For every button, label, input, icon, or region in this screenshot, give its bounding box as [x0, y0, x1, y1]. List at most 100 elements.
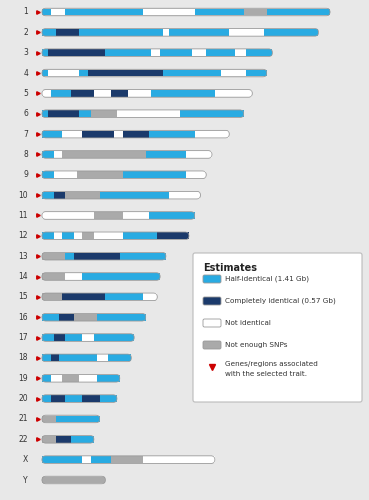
- FancyBboxPatch shape: [203, 275, 221, 283]
- FancyBboxPatch shape: [42, 171, 206, 178]
- Bar: [97, 354, 108, 362]
- Bar: [42, 212, 94, 219]
- Bar: [51, 375, 62, 382]
- FancyBboxPatch shape: [42, 252, 166, 260]
- Bar: [91, 110, 117, 117]
- FancyBboxPatch shape: [203, 341, 221, 349]
- Bar: [71, 90, 94, 97]
- Bar: [54, 334, 65, 341]
- FancyBboxPatch shape: [42, 293, 157, 300]
- Bar: [79, 375, 97, 382]
- FancyBboxPatch shape: [42, 476, 106, 484]
- Bar: [56, 29, 79, 36]
- Bar: [42, 130, 62, 138]
- Bar: [123, 232, 157, 239]
- Bar: [54, 172, 76, 178]
- Bar: [42, 436, 56, 443]
- Bar: [56, 416, 100, 422]
- Text: 16: 16: [18, 312, 28, 322]
- Bar: [74, 314, 97, 320]
- Bar: [82, 395, 100, 402]
- Bar: [42, 49, 48, 56]
- Text: 1: 1: [23, 8, 28, 16]
- FancyBboxPatch shape: [193, 253, 362, 402]
- Bar: [42, 8, 51, 16]
- Bar: [111, 90, 128, 97]
- Bar: [65, 8, 143, 16]
- Bar: [51, 395, 65, 402]
- FancyBboxPatch shape: [42, 70, 267, 77]
- Bar: [88, 70, 163, 76]
- Bar: [100, 192, 169, 198]
- Bar: [108, 354, 131, 362]
- FancyBboxPatch shape: [42, 374, 120, 382]
- FancyBboxPatch shape: [42, 90, 252, 97]
- Bar: [123, 212, 149, 219]
- FancyBboxPatch shape: [203, 297, 221, 305]
- FancyBboxPatch shape: [42, 130, 229, 138]
- Text: Genes/regions associated: Genes/regions associated: [225, 361, 318, 367]
- Bar: [186, 172, 206, 178]
- Bar: [48, 49, 106, 56]
- Bar: [42, 273, 65, 280]
- Bar: [149, 130, 194, 138]
- Bar: [51, 354, 59, 362]
- Bar: [79, 70, 88, 76]
- Text: 13: 13: [18, 252, 28, 260]
- Bar: [157, 232, 189, 239]
- Bar: [180, 110, 244, 117]
- Bar: [65, 192, 100, 198]
- Bar: [62, 232, 74, 239]
- Text: Estimates: Estimates: [203, 263, 257, 273]
- Text: 8: 8: [23, 150, 28, 159]
- Bar: [48, 110, 79, 117]
- Bar: [151, 49, 160, 56]
- Bar: [117, 110, 180, 117]
- Bar: [79, 29, 163, 36]
- Text: Completely identical (0.57 Gb): Completely identical (0.57 Gb): [225, 298, 336, 304]
- Bar: [143, 456, 215, 463]
- Text: 6: 6: [23, 109, 28, 118]
- Text: 17: 17: [18, 333, 28, 342]
- Bar: [79, 110, 91, 117]
- FancyBboxPatch shape: [42, 110, 244, 118]
- Bar: [42, 456, 82, 463]
- Bar: [192, 49, 206, 56]
- FancyBboxPatch shape: [42, 314, 146, 321]
- Text: 5: 5: [23, 89, 28, 98]
- FancyBboxPatch shape: [42, 192, 200, 199]
- Bar: [51, 90, 71, 97]
- Bar: [42, 375, 51, 382]
- Bar: [59, 314, 74, 320]
- Bar: [42, 252, 65, 260]
- Bar: [65, 252, 74, 260]
- Bar: [42, 192, 54, 198]
- Text: 14: 14: [18, 272, 28, 281]
- Bar: [42, 476, 106, 484]
- Bar: [62, 375, 79, 382]
- Bar: [54, 151, 62, 158]
- Bar: [106, 49, 151, 56]
- Bar: [143, 294, 157, 300]
- Bar: [42, 172, 54, 178]
- Bar: [54, 192, 65, 198]
- FancyBboxPatch shape: [42, 212, 194, 219]
- Text: with the selected trait.: with the selected trait.: [225, 371, 307, 377]
- Bar: [163, 70, 221, 76]
- Bar: [244, 8, 267, 16]
- Bar: [42, 395, 51, 402]
- Bar: [42, 110, 48, 117]
- Bar: [160, 49, 192, 56]
- Bar: [65, 273, 82, 280]
- Bar: [246, 70, 267, 76]
- Text: 10: 10: [18, 190, 28, 200]
- Bar: [76, 172, 97, 178]
- Bar: [62, 151, 146, 158]
- Text: 11: 11: [18, 211, 28, 220]
- Text: 4: 4: [23, 68, 28, 78]
- Bar: [169, 29, 229, 36]
- Bar: [221, 70, 246, 76]
- Bar: [215, 90, 252, 97]
- Bar: [42, 232, 54, 239]
- Bar: [106, 294, 143, 300]
